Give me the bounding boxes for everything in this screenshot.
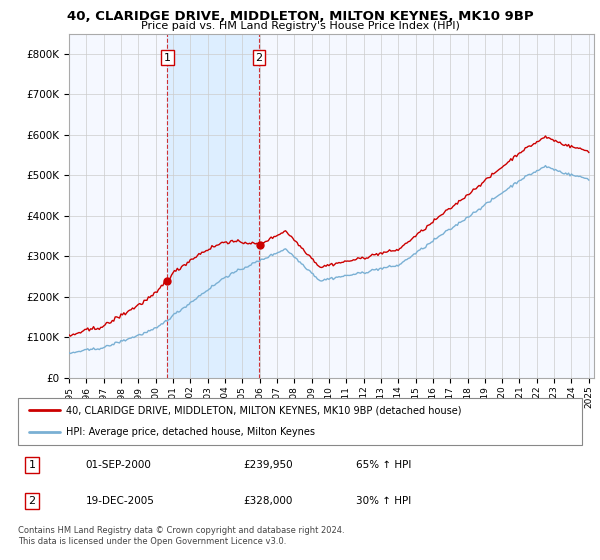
- Text: Price paid vs. HM Land Registry's House Price Index (HPI): Price paid vs. HM Land Registry's House …: [140, 21, 460, 31]
- Text: 1: 1: [29, 460, 35, 470]
- Text: HPI: Average price, detached house, Milton Keynes: HPI: Average price, detached house, Milt…: [66, 427, 315, 437]
- Text: £239,950: £239,950: [244, 460, 293, 470]
- Text: 65% ↑ HPI: 65% ↑ HPI: [356, 460, 412, 470]
- Text: Contains HM Land Registry data © Crown copyright and database right 2024.
This d: Contains HM Land Registry data © Crown c…: [18, 526, 344, 546]
- Text: £328,000: £328,000: [244, 496, 293, 506]
- Text: 30% ↑ HPI: 30% ↑ HPI: [356, 496, 412, 506]
- Text: 1: 1: [164, 53, 171, 63]
- Text: 2: 2: [29, 496, 35, 506]
- Text: 01-SEP-2000: 01-SEP-2000: [86, 460, 152, 470]
- Text: 19-DEC-2005: 19-DEC-2005: [86, 496, 155, 506]
- Bar: [167, 34, 259, 378]
- Text: 2: 2: [256, 53, 262, 63]
- Text: 40, CLARIDGE DRIVE, MIDDLETON, MILTON KEYNES, MK10 9BP: 40, CLARIDGE DRIVE, MIDDLETON, MILTON KE…: [67, 10, 533, 23]
- Text: 40, CLARIDGE DRIVE, MIDDLETON, MILTON KEYNES, MK10 9BP (detached house): 40, CLARIDGE DRIVE, MIDDLETON, MILTON KE…: [66, 405, 461, 416]
